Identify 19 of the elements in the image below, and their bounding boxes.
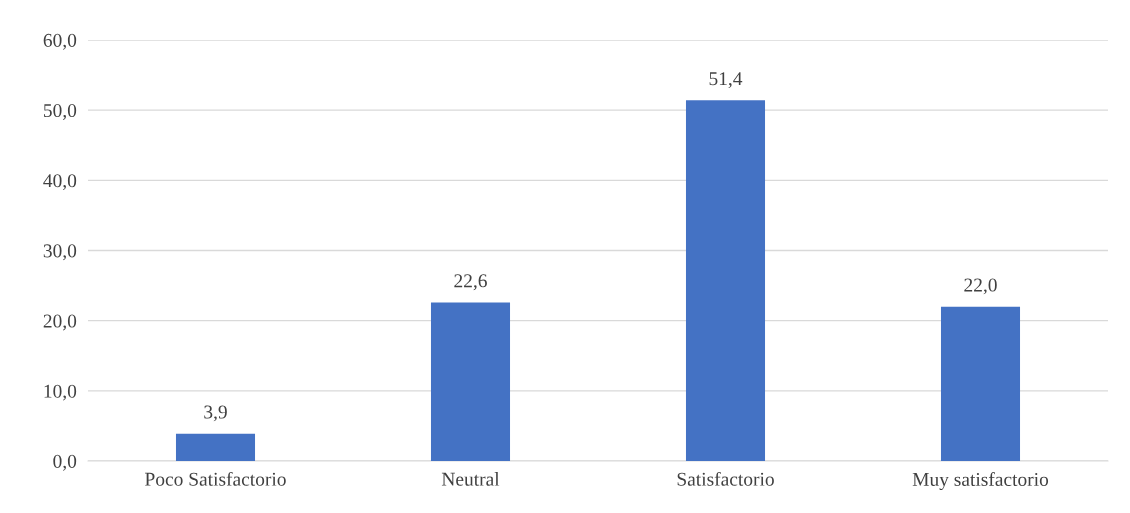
x-tick-label: Muy satisfactorio (912, 472, 1049, 490)
x-tick-label: Neutral (441, 472, 500, 486)
y-tick-label: 10,0 (44, 384, 77, 401)
y-tick-label: 60,0 (43, 33, 77, 50)
y-tick-label: 40,0 (43, 174, 77, 191)
bar (430, 302, 511, 461)
data-label: 3,9 (204, 405, 227, 422)
x-tick-label: Poco Satisfactorio (145, 471, 286, 486)
y-tick-label: 50,0 (43, 103, 77, 120)
bar (940, 306, 1021, 461)
y-tick-label: 20,0 (43, 314, 77, 331)
x-tick-label: Satisfactorio (677, 471, 774, 486)
data-label: 22,0 (964, 278, 997, 295)
data-label: 22,6 (454, 274, 487, 291)
y-tick-label: 30,0 (43, 244, 77, 261)
data-label: 51,4 (709, 72, 743, 89)
bar (175, 433, 256, 461)
bar (685, 100, 766, 461)
y-tick-label: 0,0 (53, 454, 77, 471)
